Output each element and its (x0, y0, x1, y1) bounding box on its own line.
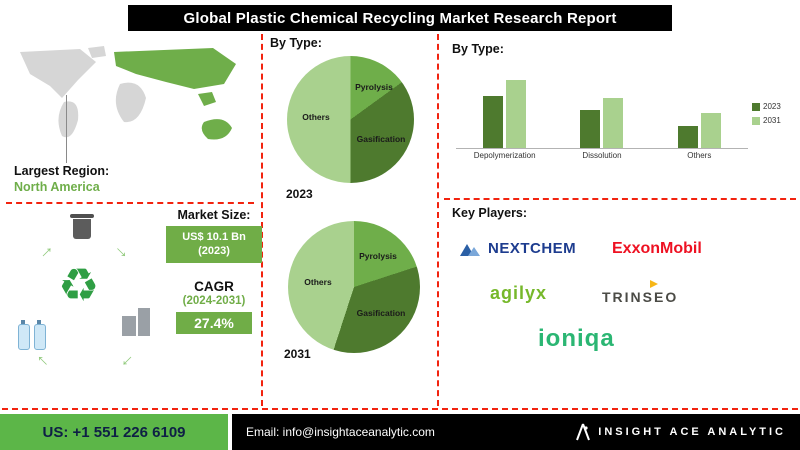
footer-bar: Email: info@insightaceanalytic.com INSIG… (232, 414, 800, 450)
pie-segment-label: Pyrolysis (355, 82, 393, 92)
market-size-year: (2023) (198, 245, 230, 258)
pie-segment-label: Others (304, 277, 332, 287)
trinseo-logo: TRINSEO (602, 280, 679, 305)
cycle-arrow-icon: → (27, 349, 55, 377)
bar-group: Depolymerization (456, 58, 553, 160)
cagr-period: (2024-2031) (182, 294, 246, 307)
bar-2023 (580, 110, 601, 148)
largest-region-block: Largest Region: North America (14, 164, 109, 195)
region-pointer-line (66, 95, 67, 163)
pie-segment-label: Gasification (356, 308, 406, 318)
agilyx-logo: agilyx (490, 283, 548, 303)
ioniqa-logo: ioniqa (538, 325, 615, 352)
bar-category-label: Depolymerization (473, 151, 536, 160)
pie-segment-label: Gasification (356, 134, 406, 144)
divider-horizontal-right (444, 198, 796, 200)
legend-entry: 2023 (752, 102, 781, 111)
divider-vertical-right (437, 34, 439, 406)
exxonmobil-logo: ExxonMobil (612, 240, 702, 257)
pie-segment-label: Others (302, 112, 330, 122)
bar-category-label: Others (687, 151, 712, 160)
bar-groups: Depolymerization Dissolution Others (456, 58, 748, 160)
market-size-label: Market Size: (177, 208, 251, 222)
trinseo-arrow-icon (650, 280, 659, 288)
phone-banner: US: +1 551 226 6109 (0, 414, 228, 450)
bar-2023 (483, 95, 504, 148)
cycle-arrow-icon: → (31, 236, 59, 264)
bar-2031 (700, 112, 721, 148)
largest-region-value: North America (14, 179, 100, 194)
legend-swatch (752, 102, 760, 111)
cycle-arrow-icon: → (109, 236, 137, 264)
brand-text: INSIGHT ACE ANALYTIC (598, 426, 786, 438)
pie-year-label-2031: 2031 (284, 347, 311, 361)
divider-horizontal-bottom (2, 408, 798, 410)
legend-label: 2023 (763, 102, 781, 111)
world-map (20, 46, 236, 140)
divider-vertical-left (261, 34, 263, 406)
legend-label: 2031 (763, 116, 781, 125)
pie-year-label-2023: 2023 (286, 187, 313, 201)
page-title: Global Plastic Chemical Recycling Market… (128, 5, 672, 31)
nextchem-logo-text: NEXTCHEM (488, 240, 577, 257)
legend-swatch (752, 116, 760, 125)
market-stats-block: Market Size: US$ 10.1 Bn (2023) CAGR (20… (166, 208, 262, 334)
cagr-label: CAGR (194, 278, 234, 294)
email-text: Email: info@insightaceanalytic.com (246, 425, 435, 439)
legend-entry: 2031 (752, 116, 781, 125)
key-players-label: Key Players: (452, 206, 528, 220)
bar-2023 (677, 126, 698, 148)
bottles-icon (18, 320, 46, 350)
bar-group: Others (651, 58, 748, 160)
pie-segment-label: Pyrolysis (359, 251, 397, 261)
market-size-badge: US$ 10.1 Bn (2023) (166, 226, 262, 263)
nextchem-logo-icon (460, 243, 480, 256)
recycle-icon: ♻ (58, 259, 100, 311)
trash-bin-icon (70, 214, 94, 240)
bar-2031 (506, 79, 527, 148)
nextchem-logo: NEXTCHEM (460, 240, 576, 257)
bar-group: Dissolution (553, 58, 650, 160)
pie-chart-2023 (287, 56, 414, 183)
divider-horizontal-left (6, 202, 254, 204)
bar-legend: 2023 2031 (752, 102, 781, 125)
by-type-header-bars: By Type: (452, 42, 504, 56)
bar-category-label: Dissolution (582, 151, 622, 160)
cagr-value-badge: 27.4% (176, 311, 252, 334)
by-type-header-pies: By Type: (270, 36, 322, 50)
insight-ace-logo-icon (576, 423, 591, 441)
bar-2031 (603, 97, 624, 148)
market-size-value: US$ 10.1 Bn (182, 231, 246, 243)
recycling-cycle-illustration: ♻ → → → → (12, 212, 162, 382)
pie-chart-2031 (288, 221, 420, 353)
cycle-arrow-icon: → (115, 349, 143, 377)
factory-icon (122, 308, 150, 336)
brand-block: INSIGHT ACE ANALYTIC (576, 423, 800, 441)
trinseo-logo-text: TRINSEO (602, 289, 679, 305)
largest-region-label: Largest Region: (14, 164, 110, 178)
